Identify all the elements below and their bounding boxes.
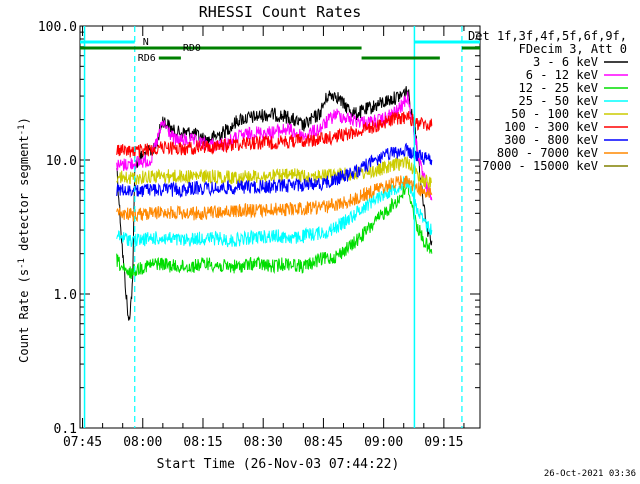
plot-frame	[79, 25, 481, 429]
legend: Det 1f,3f,4f,5f,6f,9f, FDecim 3, Att 0 3…	[468, 29, 628, 173]
series-line	[116, 142, 433, 199]
legend-label: 100 - 300 keV	[504, 120, 598, 134]
x-tick-label: 08:45	[304, 435, 343, 450]
y-axis-label-exponent: -1	[17, 258, 27, 269]
y-tick-label: 1.0	[54, 288, 77, 303]
legend-label: 25 - 50 keV	[519, 94, 598, 108]
series-line	[116, 91, 433, 201]
plot-area: 0.1 1.0 10.0 100.0 07:45 08:00 08:15 08:30 08:4…	[38, 20, 481, 450]
y-axis-label-middle: detector segment	[17, 135, 31, 258]
chart-title: RHESSI Count Rates	[199, 3, 362, 21]
y-axis-label-prefix: Count Rate (s	[17, 269, 31, 363]
legend-label: 7000 - 15000 keV	[482, 159, 598, 173]
legend-label: 6 - 12 keV	[526, 68, 598, 82]
rd6-label: RD6	[138, 53, 156, 64]
x-tick-label: 07:45	[63, 435, 102, 450]
legend-header-1: Det 1f,3f,4f,5f,6f,9f,	[468, 29, 627, 43]
x-tick-label: 09:00	[364, 435, 403, 450]
series-line	[116, 111, 433, 159]
attenuator-label: N	[143, 37, 149, 48]
series-line	[116, 176, 433, 248]
y-axis-label-end: )	[17, 117, 31, 124]
x-axis-label: Start Time (26-Nov-03 07:44:22)	[157, 457, 400, 472]
legend-header-2: FDecim 3, Att 0	[519, 42, 627, 56]
y-tick-label: 10.0	[46, 154, 77, 169]
x-tick-label: 09:15	[424, 435, 463, 450]
x-tick-label: 08:15	[183, 435, 222, 450]
y-tick-label: 100.0	[38, 20, 77, 35]
series-line	[116, 86, 433, 321]
legend-label: 300 - 800 keV	[504, 133, 598, 147]
y-tick-label: 0.1	[54, 422, 77, 437]
x-tick-label: 08:00	[123, 435, 162, 450]
legend-label: 50 - 100 keV	[511, 107, 598, 121]
y-axis-label-exponent-2: -1	[17, 124, 27, 135]
legend-label: 12 - 25 keV	[519, 81, 598, 95]
legend-label: 3 - 6 keV	[533, 55, 598, 69]
footer-date: 26-Oct-2021 03:36	[544, 469, 636, 479]
x-axis: 07:45 08:00 08:15 08:30 08:45 09:00 09:15	[63, 26, 465, 450]
overlay-layer: N RD0 RD6	[80, 26, 480, 428]
rd0-label: RD0	[183, 43, 201, 54]
legend-label: 800 - 7000 keV	[497, 146, 598, 160]
series-line	[116, 179, 433, 280]
x-tick-label: 08:30	[244, 435, 283, 450]
series-line	[116, 175, 433, 223]
series-layer	[116, 86, 433, 321]
y-axis-label: Count Rate (s-1 detector segment-1)	[17, 117, 31, 363]
